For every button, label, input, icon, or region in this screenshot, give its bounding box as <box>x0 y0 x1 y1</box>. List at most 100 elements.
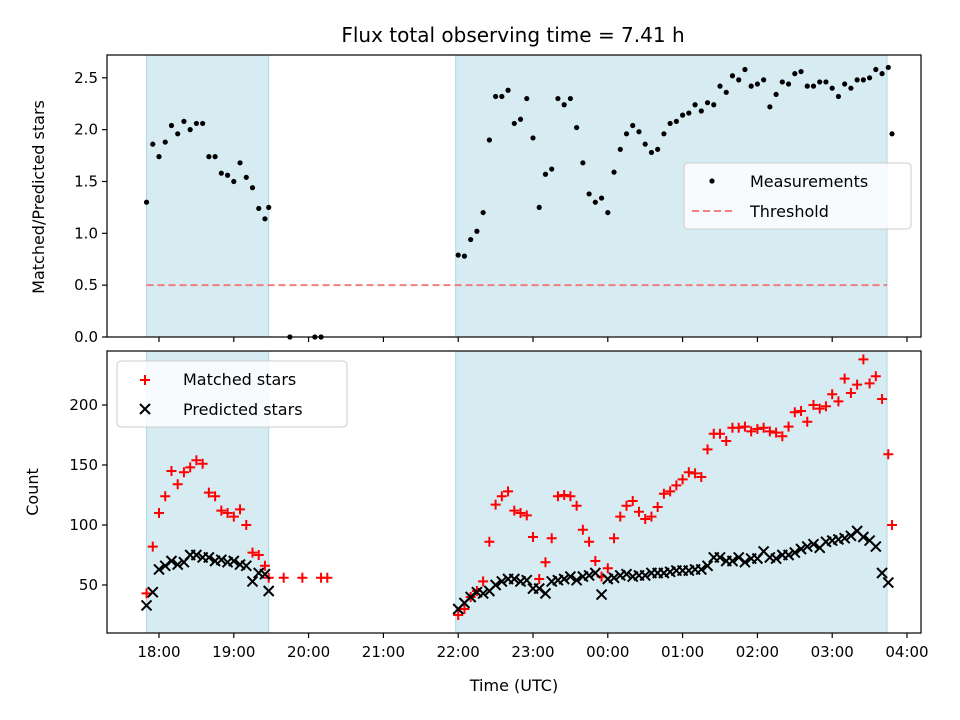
matched-star-point <box>733 422 744 433</box>
matched-star-point <box>278 572 289 583</box>
predicted-star-point <box>838 532 851 544</box>
matched-star-point <box>154 508 164 518</box>
measurement-point <box>748 83 754 89</box>
predicted-star-point <box>739 556 751 568</box>
predicted-star-point <box>228 555 240 567</box>
predicted-star-point <box>496 575 508 588</box>
matched-star-point <box>702 444 713 455</box>
matched-star-point <box>178 467 189 478</box>
predicted-star-point <box>539 587 552 600</box>
bottom-ytick-label: 100 <box>69 516 98 534</box>
measurement-point <box>873 66 879 73</box>
measurement-point <box>860 77 866 83</box>
matched-star-point <box>814 403 825 414</box>
matched-star-point <box>160 491 171 502</box>
matched-star-point <box>764 426 775 437</box>
matched-star-point <box>509 505 520 516</box>
matched-star-point <box>615 511 626 522</box>
predicted-star-point <box>608 572 620 584</box>
xtick-label: 00:00 <box>586 643 629 661</box>
top-axes-frame <box>106 54 922 338</box>
matched-star-point <box>696 472 707 482</box>
measurement-point <box>692 102 698 108</box>
measurement-point <box>655 146 661 152</box>
measurement-point <box>623 131 630 137</box>
predicted-star-point <box>147 586 159 598</box>
matched-star-point <box>789 407 800 418</box>
predicted-star-point <box>789 546 801 559</box>
measurement-point <box>823 79 829 85</box>
matched-star-point <box>185 462 196 473</box>
measurement-point <box>817 79 823 85</box>
matched-star-point <box>552 491 563 502</box>
measurement-point <box>686 110 692 116</box>
measurement-point <box>574 124 580 131</box>
matched-star-point <box>222 508 233 518</box>
predicted-star-point <box>521 574 533 586</box>
matched-star-point <box>172 479 183 490</box>
predicted-star-point <box>240 560 252 572</box>
predicted-star-point <box>262 585 275 597</box>
matched-star-point <box>166 466 177 476</box>
matched-star-point <box>671 480 682 491</box>
legend-predicted-label: Predicted stars <box>183 400 303 419</box>
predicted-star-point <box>215 554 228 566</box>
measurement-point <box>854 77 860 83</box>
measurement-point <box>150 141 156 147</box>
measurement-point <box>193 120 199 127</box>
measurement-point <box>767 104 773 110</box>
measurement-point <box>243 174 249 180</box>
predicted-star-point <box>882 576 895 589</box>
matched-star-point <box>887 520 898 530</box>
matched-star-point <box>877 394 888 404</box>
predicted-star-point <box>857 531 870 543</box>
matched-star-point <box>577 524 588 535</box>
matched-star-point <box>197 458 208 469</box>
top-ytick-label: 1.5 <box>74 172 98 190</box>
matched-star-point <box>253 550 264 560</box>
measurement-point <box>630 122 636 129</box>
predicted-star-point <box>464 591 477 603</box>
measurement-point <box>736 77 742 83</box>
matched-star-point <box>870 371 881 382</box>
matched-star-point <box>677 474 688 485</box>
matched-star-point <box>658 488 669 499</box>
matched-star-point <box>484 536 495 547</box>
measurement-point <box>785 81 792 87</box>
predicted-star-point <box>533 582 545 595</box>
matched-star-point <box>546 533 557 544</box>
matched-star-point <box>652 502 663 512</box>
matched-star-point <box>827 389 838 400</box>
matched-star-point <box>808 400 819 410</box>
measurement-point <box>181 118 187 124</box>
top-ytick-label: 1.0 <box>74 224 98 242</box>
measurement-point <box>143 199 150 205</box>
matched-star-point <box>216 505 227 516</box>
measurement-point <box>486 137 492 143</box>
measurement-point <box>773 91 779 97</box>
matched-star-point <box>297 572 308 583</box>
measurement-point <box>667 120 673 127</box>
bottom-axes-frame <box>106 350 922 634</box>
matched-star-point <box>322 572 333 583</box>
predicted-star-point <box>583 569 595 582</box>
xtick-label: 02:00 <box>736 643 779 661</box>
bottom-ytick-label: 200 <box>69 396 98 414</box>
matched-star-point <box>739 421 750 432</box>
measurement-point <box>586 191 592 197</box>
bottom-legend: Matched stars Predicted stars <box>116 360 348 428</box>
measurement-point <box>798 68 804 75</box>
measurement-point <box>499 93 505 100</box>
bottom-xlabel: Time (UTC) <box>469 676 558 695</box>
top-ytick-label: 2.0 <box>74 121 98 139</box>
matched-star-point <box>715 428 725 439</box>
matched-star-point <box>758 422 769 433</box>
measurement-point <box>212 154 218 160</box>
measurement-point <box>680 112 686 118</box>
measurement-point <box>536 204 542 211</box>
matched-star-point <box>820 401 831 412</box>
xtick-label: 18:00 <box>137 643 180 661</box>
top-ytick-label: 0.0 <box>74 328 98 346</box>
predicted-star-point <box>845 530 857 542</box>
xtick-label: 21:00 <box>362 643 405 661</box>
